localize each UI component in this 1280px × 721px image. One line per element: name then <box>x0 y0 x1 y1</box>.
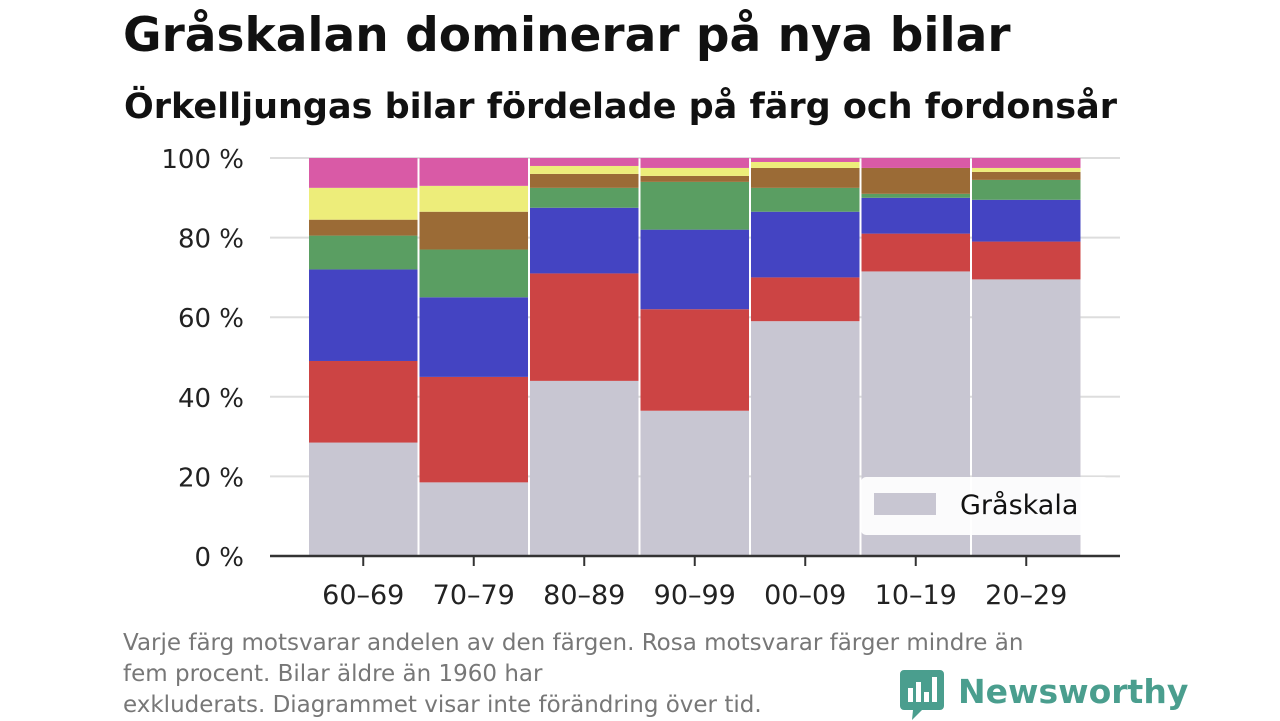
bar-segment <box>861 233 970 272</box>
bar-segment <box>419 376 528 483</box>
bar-segment <box>530 165 639 174</box>
bar-segment <box>861 197 970 234</box>
y-tick-label: 100 % <box>161 145 244 175</box>
bar-segment <box>972 179 1081 200</box>
footnote-line-3: exkluderats. Diagrammet visar inte förän… <box>123 692 762 718</box>
legend-label: Gråskala <box>960 490 1078 521</box>
newsworthy-bar-chart-icon <box>900 670 944 720</box>
bar-segment <box>309 269 418 361</box>
legend-swatch <box>874 493 936 515</box>
bar-segment <box>640 175 749 182</box>
y-tick-label: 40 % <box>178 384 244 414</box>
bar-segment <box>640 309 749 411</box>
bar-segment <box>309 187 418 220</box>
x-tick-label: 90–99 <box>654 580 736 611</box>
x-tick-label: 80–89 <box>543 580 625 611</box>
bar-segment <box>751 167 860 188</box>
x-axis: 60–69 70–79 80–89 90–99 00–09 10–19 20–29 <box>270 554 1120 611</box>
chart-subtitle: Örkelljungas bilar fördelade på färg och… <box>124 87 1117 127</box>
newsworthy-logo-text: Newsworthy <box>958 672 1189 711</box>
bar-segment <box>972 171 1081 180</box>
bar-segment <box>751 158 860 162</box>
bar-segment <box>640 229 749 310</box>
bar-segment <box>861 193 970 198</box>
bar-segment <box>419 211 528 250</box>
bar-segment <box>419 297 528 377</box>
y-tick-label: 0 % <box>194 543 244 573</box>
y-tick-label: 80 % <box>178 225 244 255</box>
bar-segment <box>309 442 418 556</box>
bar-segment <box>972 158 1081 168</box>
bar-segment <box>861 158 970 168</box>
y-tick-label: 20 % <box>178 463 244 493</box>
bar-segment <box>751 321 860 556</box>
bar-segment <box>530 187 639 208</box>
footnote: Varje färg motsvarar andelen av den färg… <box>123 628 1143 721</box>
bar-segment <box>972 199 1081 242</box>
footnote-line-2: fem procent. Bilar äldre än 1960 har <box>123 661 543 687</box>
bar-segment <box>530 207 639 274</box>
bar-segment <box>530 173 639 188</box>
bar-segment <box>419 482 528 556</box>
bar-segment <box>640 410 749 556</box>
bar-segment <box>751 277 860 322</box>
legend-box <box>861 477 1109 535</box>
bar-segment <box>309 219 418 236</box>
bar-segment <box>972 167 1081 172</box>
legend: Gråskala <box>861 477 1109 535</box>
x-tick-label: 20–29 <box>985 580 1067 611</box>
stacked-bar-chart: 0 % 20 % 40 % 60 % 80 % 100 % 60–69 70–79 80–89… <box>161 145 1120 611</box>
x-tick-label: 00–09 <box>764 580 846 611</box>
y-axis-tick-labels: 0 % 20 % 40 % 60 % 80 % 100 % <box>161 145 244 573</box>
bar-segment <box>309 235 418 270</box>
bar-segments <box>309 158 1081 556</box>
footnote-line-1: Varje färg motsvarar andelen av den färg… <box>123 630 1024 656</box>
bar-segment <box>419 185 528 212</box>
bar-segment <box>751 161 860 168</box>
bar-segment <box>861 167 970 194</box>
x-tick-label: 10–19 <box>875 580 957 611</box>
bar-segment <box>419 158 528 186</box>
bar-segment <box>419 249 528 298</box>
y-tick-label: 60 % <box>178 304 244 334</box>
bar-segment <box>640 181 749 230</box>
bar-segment <box>530 158 639 166</box>
bar-segment <box>309 158 418 188</box>
bar-segment <box>530 380 639 556</box>
bar-segment <box>309 360 418 443</box>
bar-segment <box>640 158 749 168</box>
bar-segment <box>530 273 639 381</box>
bar-segment <box>751 187 860 212</box>
chart-title: Gråskalan dominerar på nya bilar <box>123 8 1011 63</box>
x-tick-label: 60–69 <box>322 580 404 611</box>
bar-segment <box>751 211 860 278</box>
bar-segment <box>640 167 749 176</box>
x-tick-label: 70–79 <box>433 580 515 611</box>
bar-segment <box>972 241 1081 280</box>
